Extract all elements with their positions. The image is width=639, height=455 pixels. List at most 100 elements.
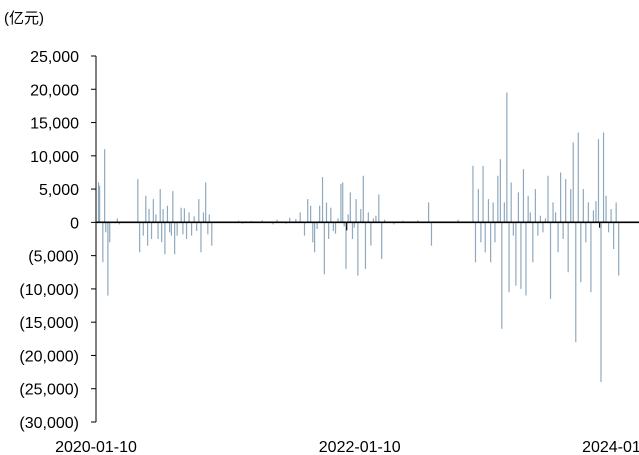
bar-s0-27 [174, 222, 176, 255]
bar-s0-78 [357, 222, 359, 276]
bar-s0-31 [183, 208, 185, 223]
bar-s0-74 [349, 192, 351, 223]
bar-s0-96 [474, 222, 477, 263]
bar-s0-108 [503, 202, 505, 223]
bar-s0-61 [321, 177, 324, 223]
bar-s0-10 [139, 222, 141, 253]
bar-s0-30 [182, 222, 184, 235]
bar-s0-114 [517, 192, 519, 223]
y-tick-label: (10,000) [19, 282, 79, 299]
bar-s0-6 [109, 222, 111, 243]
bar-s0-110 [508, 222, 510, 293]
bar-s0-132 [562, 222, 564, 239]
bar-s0-52 [295, 219, 297, 223]
bar-s1-1 [598, 222, 601, 228]
bar-s0-147 [600, 222, 602, 383]
bar-s0-16 [152, 199, 154, 223]
bar-s0-92 [427, 202, 430, 223]
bar-s0-63 [325, 202, 328, 223]
bar-s0-70 [342, 182, 344, 223]
bar-s0-21 [162, 209, 164, 223]
bar-s0-43 [211, 222, 213, 246]
bar-s0-124 [542, 222, 544, 233]
bar-s0-149 [605, 195, 607, 223]
x-tick-label: 2020-01-10 [55, 439, 137, 455]
bar-s0-8 [118, 222, 121, 225]
bar-s0-143 [590, 222, 592, 293]
bar-s0-59 [316, 222, 318, 230]
bar-s0-93 [430, 222, 433, 246]
bar-s0-82 [367, 212, 369, 223]
bar-s0-7 [116, 218, 118, 223]
bar-s0-57 [312, 222, 314, 243]
bar-s0-12 [145, 195, 147, 223]
bar-s0-103 [492, 202, 494, 223]
bar-s0-18 [157, 222, 159, 239]
bar-s0-153 [615, 202, 617, 223]
bar-s0-55 [307, 199, 309, 223]
bar-s0-80 [362, 175, 364, 223]
bar-s0-107 [501, 222, 503, 329]
bar-s0-40 [205, 182, 207, 223]
bar-s0-85 [375, 215, 377, 223]
bar-s0-3 [104, 149, 106, 223]
bar-s0-77 [355, 199, 357, 223]
bar-s0-97 [477, 189, 479, 223]
bar-s0-146 [597, 139, 600, 223]
bar-s0-17 [155, 214, 157, 223]
bar-s0-98 [480, 222, 482, 243]
x-tick-label: 2024-01-10 [582, 439, 639, 455]
bar-s0-104 [494, 222, 496, 243]
bar-s0-2 [102, 222, 104, 263]
bar-s0-29 [180, 207, 182, 223]
bar-s0-22 [164, 222, 166, 255]
y-tick-label: 20,000 [30, 82, 79, 99]
bar-s0-152 [613, 222, 615, 249]
bar-s0-48 [272, 222, 274, 225]
bar-s0-68 [337, 218, 339, 223]
y-tick-label: 15,000 [30, 116, 79, 133]
bar-s0-58 [314, 222, 316, 253]
bar-s0-89 [393, 222, 395, 225]
bar-s0-137 [575, 222, 577, 343]
bar-s0-125 [544, 218, 547, 223]
bar-s0-81 [364, 222, 367, 269]
bar-s0-120 [532, 222, 534, 263]
bar-s0-90 [402, 220, 404, 223]
bar-s0-118 [527, 195, 529, 223]
bar-s0-20 [161, 222, 163, 243]
bar-s0-122 [537, 222, 539, 236]
bar-s0-79 [360, 209, 362, 223]
y-tick-label: 25,000 [30, 49, 79, 66]
bar-s0-148 [602, 132, 605, 223]
bar-s0-25 [170, 222, 172, 236]
bar-s0-53 [299, 212, 301, 223]
bar-s0-24 [168, 222, 171, 233]
bar-s0-72 [345, 222, 347, 269]
bar-s0-105 [497, 175, 499, 223]
bar-s0-138 [577, 132, 579, 223]
bar-s0-64 [328, 222, 330, 239]
bar-s0-19 [159, 189, 161, 223]
y-tick-label: 0 [70, 215, 79, 232]
bar-s0-14 [148, 209, 150, 223]
x-tick-labels: 2020-01-10 2022-01-10 2024-01-10 [55, 439, 639, 455]
bar-s0-126 [547, 175, 549, 223]
bar-s0-71 [343, 222, 345, 227]
bar-s0-51 [289, 217, 291, 223]
bar-s0-83 [370, 222, 372, 246]
bar-s0-36 [196, 222, 198, 232]
bars [97, 92, 620, 383]
bar-s0-84 [372, 218, 374, 223]
bar-s0-94 [457, 219, 459, 223]
bar-s0-44 [237, 220, 240, 223]
y-tick-label: (20,000) [19, 348, 79, 365]
bar-s0-47 [261, 220, 263, 223]
bar-s0-115 [520, 222, 522, 289]
bar-s0-87 [381, 222, 383, 259]
bar-s0-113 [515, 222, 517, 286]
bar-s0-154 [618, 222, 620, 276]
bar-s1-0 [346, 222, 348, 231]
bar-s0-145 [595, 201, 597, 223]
